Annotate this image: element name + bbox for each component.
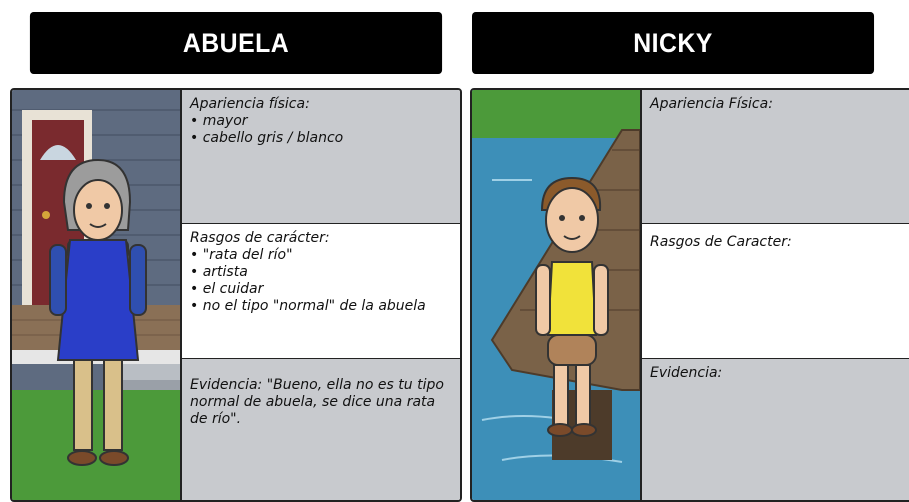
cell: Evidencia: — [642, 359, 909, 500]
list-item: artista — [190, 264, 452, 281]
list-item: mayor — [190, 113, 452, 130]
panel-title: NICKY — [472, 12, 875, 74]
cell: Rasgos de carácter: "rata del río"artist… — [182, 224, 460, 359]
cell-label: Apariencia física: — [190, 96, 310, 112]
cell: Apariencia Física: — [642, 90, 909, 224]
panel: Apariencia física: mayorcabello gris / b… — [10, 88, 462, 502]
abuela-illustration — [12, 90, 180, 500]
cell: Evidencia: "Bueno, ella no es tu tipo no… — [182, 359, 460, 500]
cell-label: Evidencia: — [650, 365, 723, 381]
list-item: cabello gris / blanco — [190, 130, 452, 147]
nicky-illustration — [472, 90, 640, 500]
list-item: "rata del río" — [190, 247, 452, 264]
list-item: el cuidar — [190, 281, 452, 298]
list-item: no el tipo "normal" de la abuela — [190, 298, 452, 315]
cell: Apariencia física: mayorcabello gris / b… — [182, 90, 460, 224]
panel: Apariencia Física: Rasgos de Caracter: E… — [470, 88, 909, 502]
page: ABUELA NICKY Apariencia física: — [0, 0, 909, 486]
cell: Rasgos de Caracter: — [642, 224, 909, 359]
cell-text: Evidencia: "Bueno, ella no es tu tipo no… — [190, 377, 444, 427]
cell-label: Apariencia Física: — [650, 96, 773, 112]
panel-title: ABUELA — [29, 12, 443, 74]
cell-label: Rasgos de Caracter: — [650, 234, 792, 250]
cell-label: Rasgos de carácter: — [190, 230, 330, 246]
